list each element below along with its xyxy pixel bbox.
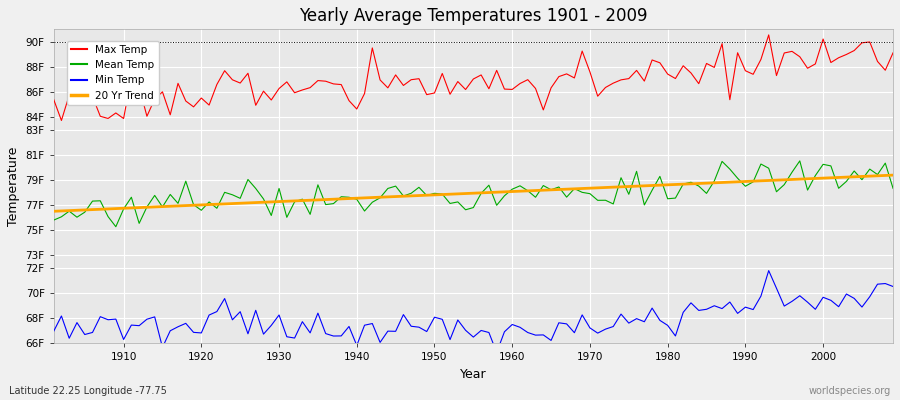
- Legend: Max Temp, Mean Temp, Min Temp, 20 Yr Trend: Max Temp, Mean Temp, Min Temp, 20 Yr Tre…: [68, 41, 158, 105]
- Text: Latitude 22.25 Longitude -77.75: Latitude 22.25 Longitude -77.75: [9, 386, 166, 396]
- Text: worldspecies.org: worldspecies.org: [809, 386, 891, 396]
- X-axis label: Year: Year: [460, 368, 487, 381]
- Y-axis label: Temperature: Temperature: [7, 147, 20, 226]
- Title: Yearly Average Temperatures 1901 - 2009: Yearly Average Temperatures 1901 - 2009: [299, 7, 648, 25]
